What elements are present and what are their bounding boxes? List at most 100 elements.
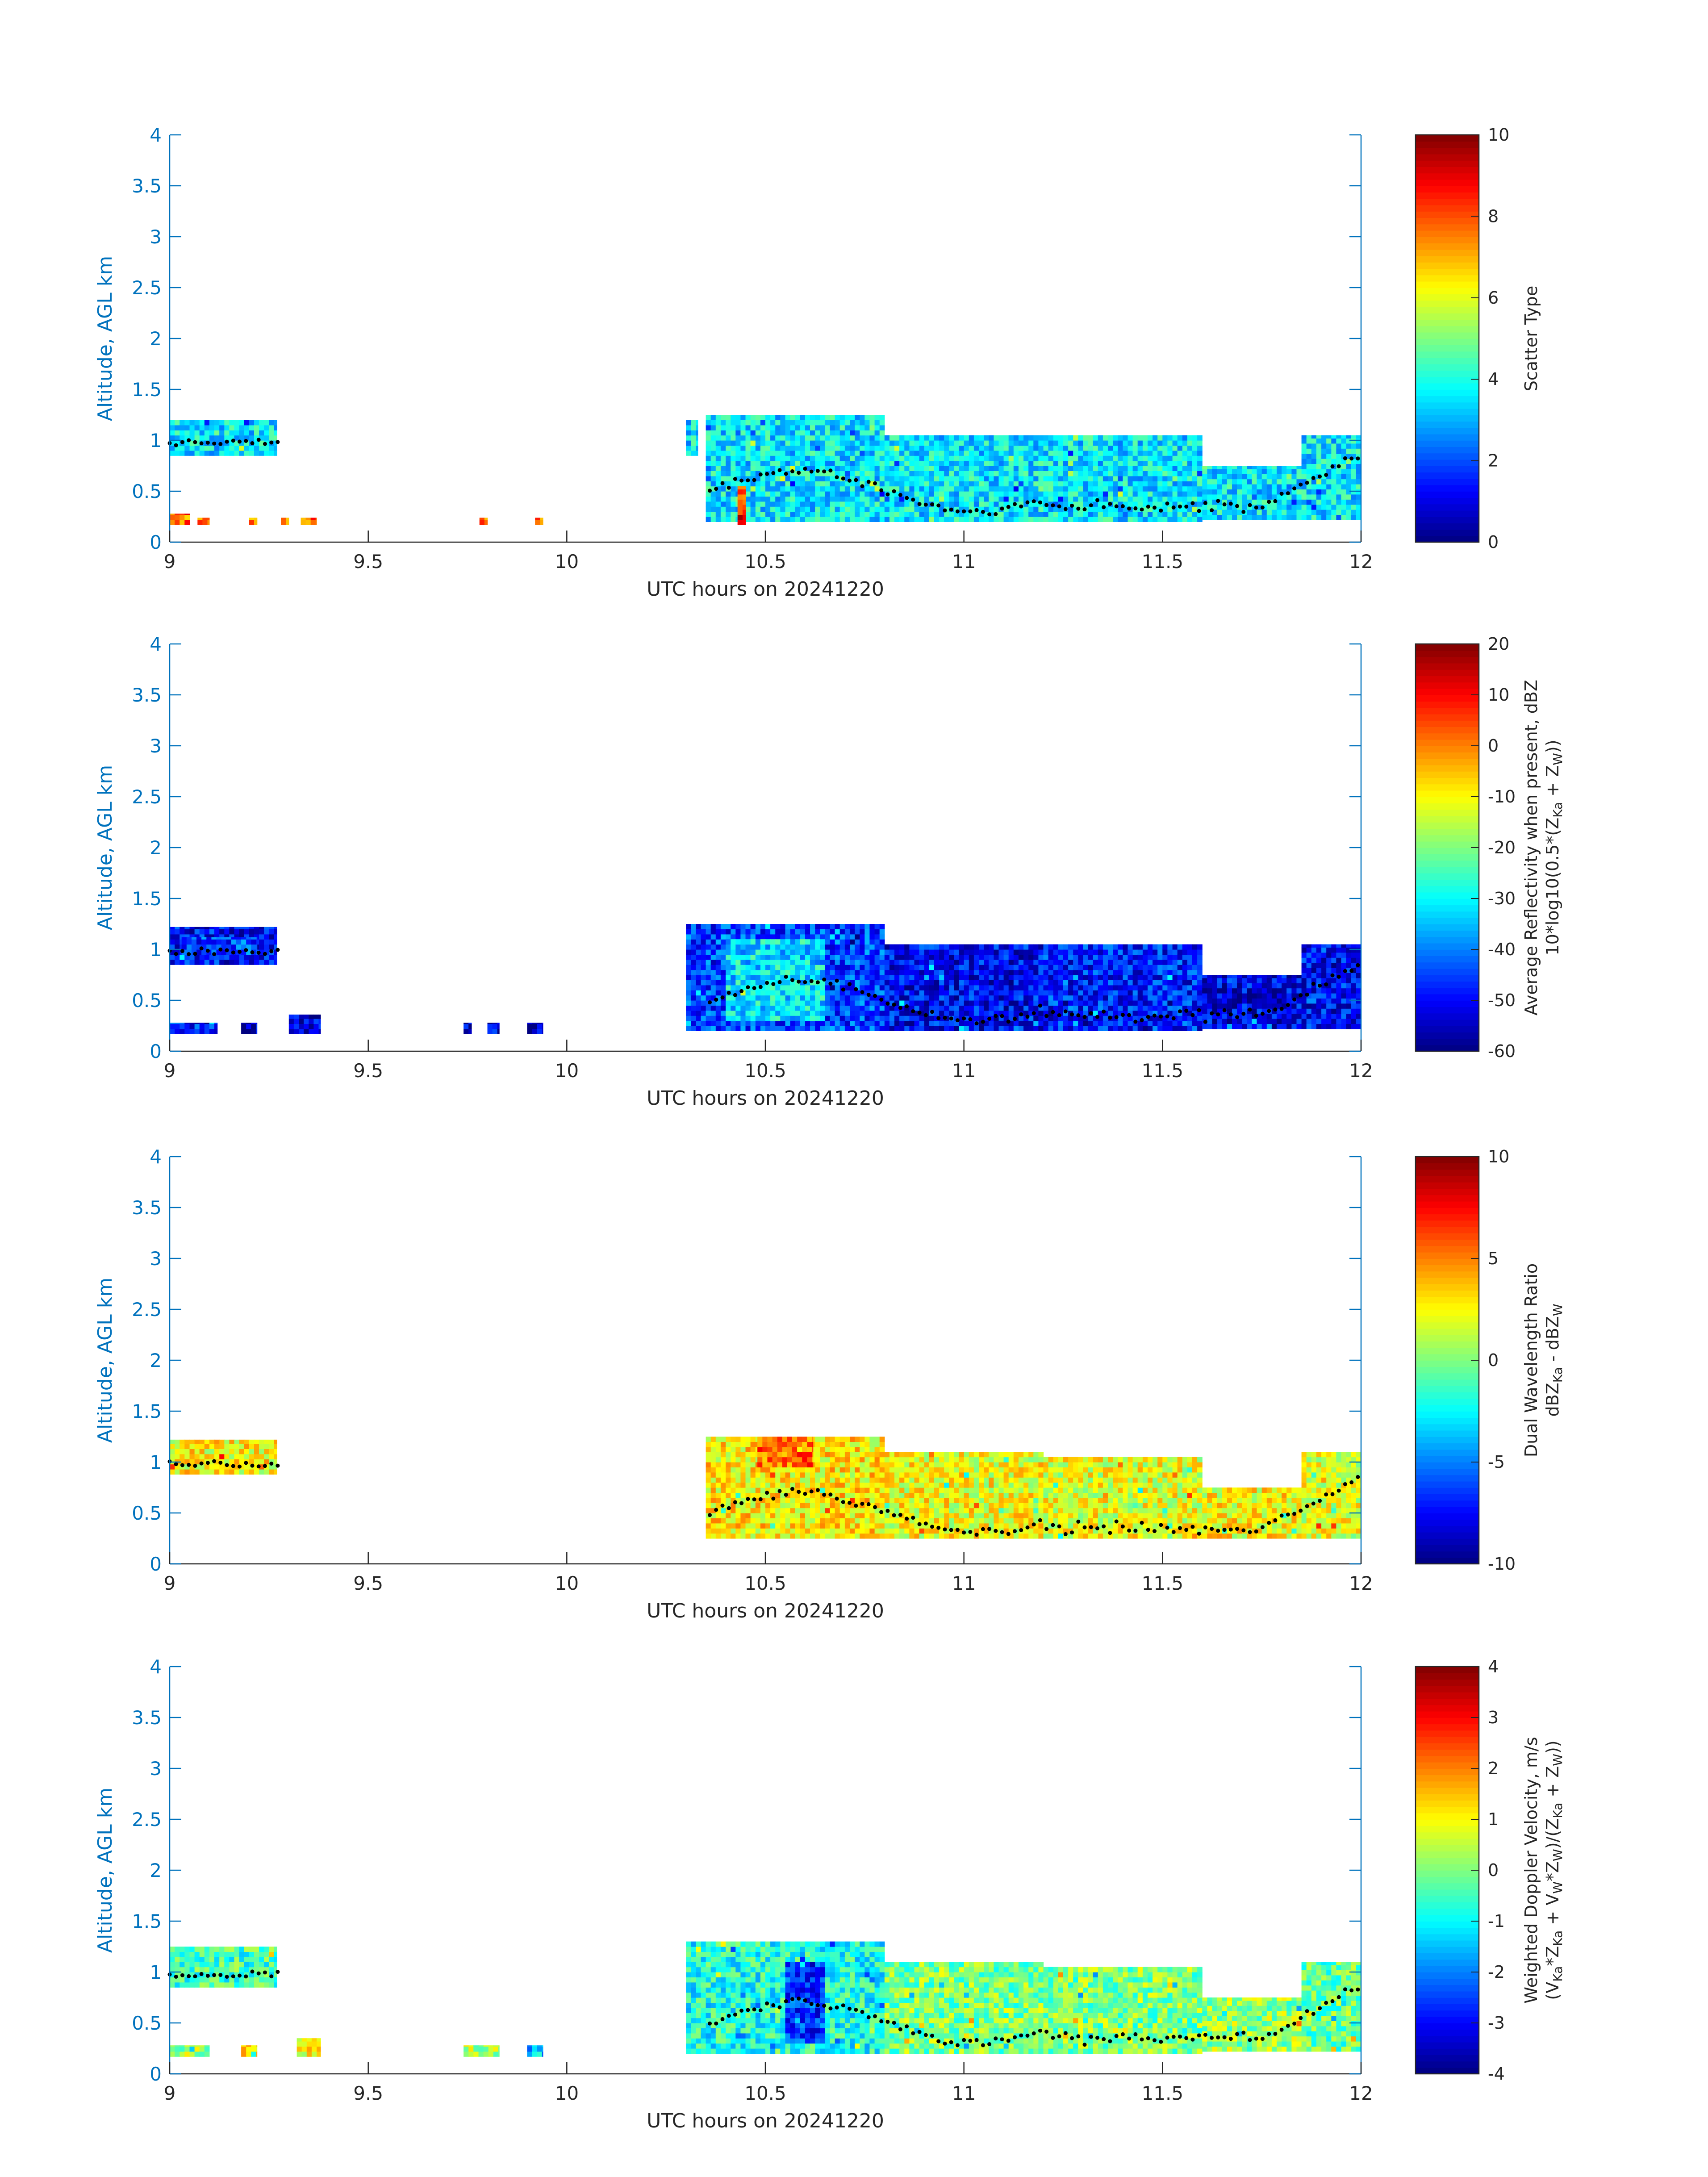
data-cell xyxy=(830,1005,835,1011)
data-cell xyxy=(989,944,994,950)
data-cell xyxy=(949,455,954,461)
data-segment-7 xyxy=(479,518,488,525)
data-cell xyxy=(879,939,885,945)
data-cell xyxy=(973,969,979,975)
data-cell xyxy=(742,514,746,520)
data-cell xyxy=(850,435,855,441)
data-cell xyxy=(211,937,217,940)
data-cell xyxy=(805,420,810,426)
data-cell xyxy=(194,954,200,960)
data-cell xyxy=(189,959,195,965)
data-cell xyxy=(994,1020,999,1026)
data-cell xyxy=(760,975,766,980)
data-cell xyxy=(860,965,865,970)
data-cell xyxy=(750,486,756,492)
colorbar-swatch xyxy=(1416,198,1479,205)
data-cell xyxy=(696,985,702,990)
data-cell xyxy=(835,965,840,970)
data-cell xyxy=(735,959,741,965)
data-cell xyxy=(1018,481,1024,487)
data-cell xyxy=(800,944,806,950)
data-segment-5 xyxy=(288,1014,321,1034)
data-cell xyxy=(184,435,190,441)
data-cell xyxy=(1321,474,1327,480)
data-cell xyxy=(269,445,274,451)
data-cell xyxy=(244,445,250,451)
data-cell xyxy=(219,959,225,965)
data-cell xyxy=(1207,494,1213,500)
data-cell xyxy=(1162,511,1168,517)
data-cell xyxy=(735,466,741,471)
data-cell xyxy=(825,415,831,420)
data-cell xyxy=(1088,517,1094,522)
data-cell xyxy=(860,496,865,502)
data-cell xyxy=(715,965,721,970)
data-cell xyxy=(740,435,746,441)
data-cell xyxy=(889,517,895,522)
data-cell xyxy=(805,506,810,512)
data-cell xyxy=(750,954,756,960)
data-cell xyxy=(710,934,716,940)
data-cell xyxy=(795,944,801,950)
data-cell xyxy=(175,514,180,520)
data-cell xyxy=(1326,459,1332,464)
data-cell xyxy=(979,990,984,996)
data-cell xyxy=(979,450,984,456)
data-cell xyxy=(924,455,930,461)
data-cell xyxy=(894,491,900,497)
data-cell xyxy=(810,1010,815,1016)
data-cell xyxy=(286,519,289,525)
data-cell xyxy=(1028,511,1034,517)
data-cell xyxy=(706,1015,711,1021)
data-cell xyxy=(1053,1005,1059,1011)
data-cell xyxy=(984,435,989,441)
data-cell xyxy=(1316,464,1322,469)
data-cell xyxy=(710,517,716,522)
data-cell xyxy=(1177,511,1183,517)
data-cell xyxy=(1068,466,1073,471)
data-cell xyxy=(726,924,731,929)
data-cell xyxy=(790,486,796,492)
data-cell xyxy=(969,954,974,960)
data-cell xyxy=(1296,479,1302,485)
data-cell xyxy=(785,949,791,955)
data-cell xyxy=(180,1023,185,1024)
cloud-base-dot xyxy=(923,502,928,507)
data-cell xyxy=(934,460,940,466)
data-cell xyxy=(860,506,865,512)
data-cell xyxy=(984,476,989,481)
data-cell xyxy=(1043,440,1049,446)
data-cell xyxy=(874,430,880,436)
data-cell xyxy=(795,924,801,929)
data-cell xyxy=(874,995,880,1001)
data-cell xyxy=(919,985,925,990)
data-cell xyxy=(731,435,736,441)
data-cell xyxy=(884,990,890,996)
data-cell xyxy=(790,415,796,420)
cloud-base-dot xyxy=(765,472,769,476)
data-cell xyxy=(1073,1015,1078,1021)
data-cell xyxy=(209,1024,215,1029)
data-cell xyxy=(979,471,984,476)
data-cell xyxy=(919,969,925,975)
cloud-base-dot xyxy=(1184,504,1189,509)
data-cell xyxy=(696,450,698,456)
data-cell xyxy=(884,517,890,522)
data-cell xyxy=(760,954,766,960)
data-cell xyxy=(765,425,771,430)
cloud-base-dot xyxy=(835,475,839,480)
data-cell xyxy=(745,995,751,1001)
data-cell xyxy=(914,460,920,466)
data-cell xyxy=(1321,489,1327,495)
data-cell xyxy=(1291,504,1297,510)
data-cell xyxy=(180,514,185,520)
data-cell xyxy=(1098,460,1103,466)
data-cell xyxy=(1078,511,1083,517)
data-cell xyxy=(1128,486,1133,492)
data-cell xyxy=(1153,450,1158,456)
data-cell xyxy=(820,954,825,960)
data-cell xyxy=(904,1026,910,1031)
data-cell xyxy=(740,969,746,975)
data-cell xyxy=(686,924,691,929)
data-cell xyxy=(939,990,944,996)
